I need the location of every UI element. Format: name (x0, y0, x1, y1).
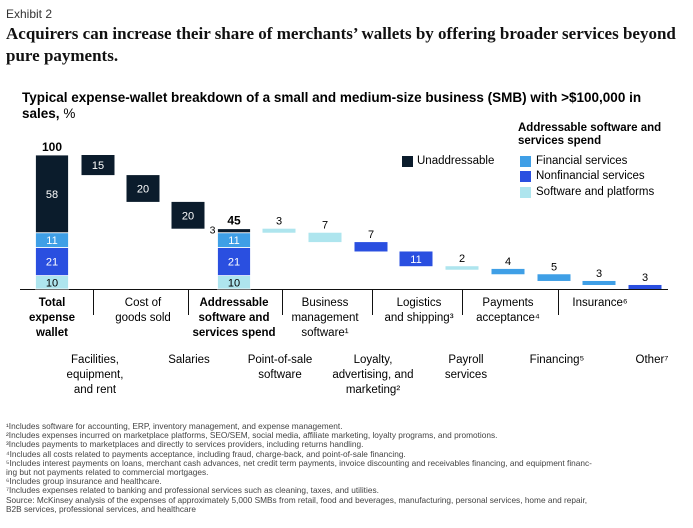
segment-value-label: 21 (46, 257, 58, 269)
footnotes: ¹Includes software for accounting, ERP, … (6, 422, 690, 514)
category-label: Addressable (199, 297, 268, 309)
legend-swatch-software (520, 187, 531, 198)
bar-segment-unaddressable (217, 228, 251, 234)
exhibit-label: Exhibit 2 (6, 7, 53, 21)
segment-value-label: 10 (228, 277, 240, 289)
waterfall-step-bar (262, 228, 296, 233)
category-label: Financing⁵ (530, 354, 585, 366)
step-value-label: 4 (505, 256, 511, 268)
category-label: Cost of (125, 297, 162, 309)
footnote: Source: McKinsey analysis of the expense… (6, 495, 588, 505)
step-value-label: 5 (551, 261, 557, 273)
legend-swatch-financial (520, 156, 531, 167)
category-label: marketing² (346, 384, 400, 396)
legend-group-title: Addressable software and services spend (518, 122, 662, 147)
category-label: software¹ (301, 327, 348, 339)
chart-title-unit: % (63, 106, 76, 121)
waterfall-step-bar (399, 251, 433, 267)
category-label: services spend (192, 327, 275, 339)
waterfall-step-bar (81, 155, 115, 176)
legend-label-unaddressable: Unaddressable (417, 155, 495, 167)
category-label: Loyalty, (354, 354, 393, 366)
category-label: wallet (35, 327, 68, 339)
footnote: ⁴Includes all costs related to payments … (6, 449, 406, 459)
category-label: Payments (482, 297, 533, 309)
footnote: ⁵Includes interest payments on loans, me… (6, 458, 592, 468)
waterfall-step-bar (354, 242, 388, 252)
category-label: Logistics (397, 297, 442, 309)
headline: Acquirers can increase their share of me… (6, 24, 676, 65)
legend-label-financial: Financial services (536, 155, 628, 167)
waterfall-step-bar (537, 274, 571, 281)
segment-value-label: 58 (46, 189, 58, 201)
segment-value-label: 11 (228, 235, 239, 247)
category-label: Business (302, 297, 349, 309)
category-label: Facilities, (71, 354, 119, 366)
waterfall-step-bar (171, 201, 205, 229)
chart-title: Typical expense-wallet breakdown of a sm… (22, 90, 662, 122)
footnote: ³Includes payments to marketplaces and d… (6, 440, 364, 450)
category-label: software and (199, 312, 270, 324)
chart-title-main: Typical expense-wallet breakdown of a sm… (22, 90, 642, 121)
waterfall-step-bar (126, 175, 160, 202)
footnote: ²Includes expenses incurred on marketpla… (6, 431, 498, 441)
category-label: management (291, 312, 359, 324)
step-value-label: 3 (642, 272, 648, 284)
bar-segment-nonfinancial (217, 247, 251, 277)
bar-segment-nonfinancial (35, 247, 69, 277)
segment-value-label: 10 (46, 277, 58, 289)
step-value-label: 15 (92, 160, 104, 172)
category-label: Insurance⁶ (572, 297, 628, 309)
step-value-label: 3 (276, 216, 282, 228)
step-value-label: 2 (459, 253, 465, 265)
waterfall-chart: 10 21 11 58 100 Total expense wallet 15 Facilitie… (20, 140, 669, 396)
step-value-label: 7 (368, 229, 374, 241)
footnote: ¹Includes software for accounting, ERP, … (6, 422, 343, 431)
footnote: B2B services, professional services, and… (6, 504, 197, 514)
category-label: Salaries (168, 354, 210, 366)
category-label: and rent (74, 384, 117, 396)
waterfall-step-bar (491, 268, 525, 275)
footnote: ⁶Includes group insurance and healthcare… (6, 477, 162, 487)
category-label: goods sold (115, 312, 171, 324)
step-value-label: 3 (596, 268, 602, 280)
category-label: Point-of-sale (248, 354, 313, 366)
waterfall-step-bar (582, 280, 616, 285)
bar-total-label: 45 (227, 214, 241, 228)
category-label: expense (29, 312, 75, 324)
legend-swatch-unaddressable (402, 156, 413, 167)
category-label: Total (39, 297, 66, 309)
segment-value-label: 21 (228, 257, 240, 269)
bar-segment-unaddressable (35, 154, 69, 234)
legend-label-nonfinancial: Nonfinancial services (536, 170, 645, 182)
category-label: acceptance⁴ (476, 312, 540, 324)
legend-label-software: Software and platforms (536, 186, 655, 198)
category-label: software (258, 369, 301, 381)
step-value-label: 20 (182, 210, 194, 222)
category-label: equipment, (67, 369, 124, 381)
step-value-label: 7 (322, 220, 328, 232)
footnote: ⁷Includes expenses related to banking an… (6, 486, 379, 496)
waterfall-step-bar (628, 284, 662, 289)
segment-value-label: 11 (46, 235, 57, 247)
waterfall-step-bar (308, 232, 342, 243)
category-label: Other⁷ (636, 354, 669, 366)
segment-value-label: 3 (210, 225, 216, 237)
step-value-label: 20 (137, 184, 149, 196)
bar-total-label: 100 (42, 140, 62, 154)
footnote: ing but not payments related to commerci… (6, 468, 209, 478)
category-label: and shipping³ (384, 312, 453, 324)
category-label: advertising, and (332, 369, 413, 381)
category-label: services (445, 369, 487, 381)
legend-swatch-nonfinancial (520, 171, 531, 182)
waterfall-step-bar (445, 266, 479, 270)
category-label: Payroll (448, 354, 483, 366)
step-value-label: 11 (410, 254, 421, 266)
